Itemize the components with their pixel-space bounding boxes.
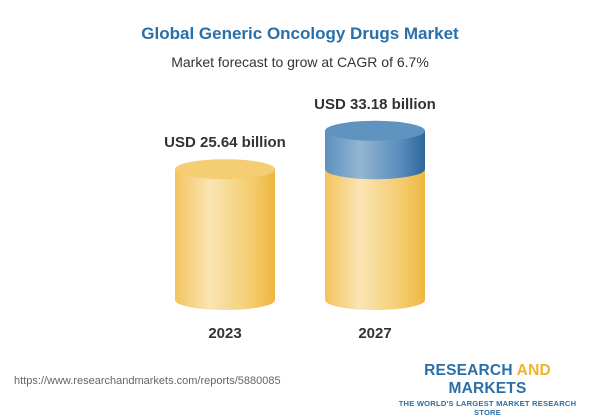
chart-title: Global Generic Oncology Drugs Market: [141, 24, 459, 43]
category-label: 2023: [208, 325, 241, 342]
cylinder-growth-2027: [325, 130, 425, 180]
cylinder-body-2027: [325, 169, 425, 310]
chart-subtitle: Market forecast to grow at CAGR of 6.7%: [171, 54, 429, 70]
category-label: 2027: [358, 325, 391, 342]
research-and-markets-logo: RESEARCH AND MARKETS THE WORLD'S LARGEST…: [398, 362, 577, 417]
data-label: USD 33.18 billion: [314, 96, 436, 113]
source-url[interactable]: https://www.researchandmarkets.com/repor…: [14, 375, 281, 387]
cylinder-top-2027: [325, 120, 425, 141]
cylinder-top-2023: [175, 159, 275, 180]
cylinder-body-2023: [175, 169, 275, 310]
data-label: USD 25.64 billion: [164, 134, 286, 151]
cylinder-chart: USD 25.64 billion 2023 USD 33.18 billion 20…: [164, 96, 436, 342]
